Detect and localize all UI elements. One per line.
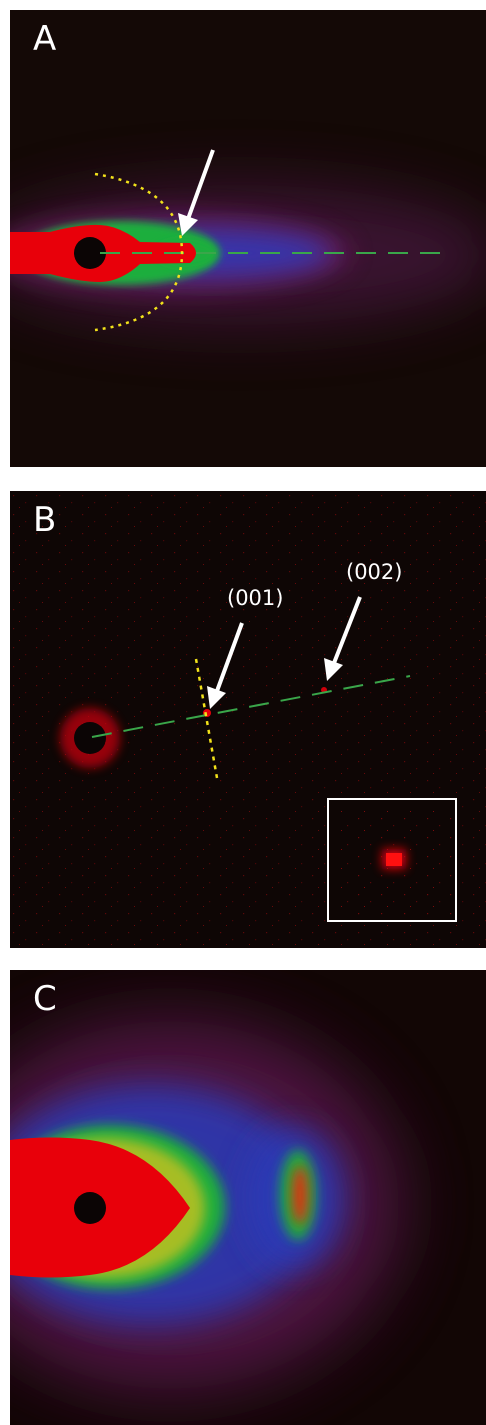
arrow-shaft bbox=[186, 149, 215, 220]
arrow-002-head bbox=[324, 658, 343, 681]
guide-arc-yellow bbox=[94, 172, 184, 332]
panel-c-pattern bbox=[10, 1020, 400, 1390]
arrow-001-head bbox=[207, 686, 226, 709]
panel-b: B (001) (002) bbox=[10, 491, 486, 948]
panel-label-b: B bbox=[33, 500, 57, 540]
panel-a: A bbox=[10, 10, 486, 467]
panel-label-a: A bbox=[33, 19, 57, 59]
reflection-core bbox=[292, 1165, 308, 1225]
panel-label-c: C bbox=[33, 979, 57, 1019]
beam-stop bbox=[74, 1192, 106, 1224]
peak-label-002: (002) bbox=[346, 560, 403, 584]
panel-a-pattern bbox=[10, 149, 486, 332]
panel-b-pattern bbox=[10, 491, 486, 948]
panel-c: C bbox=[10, 970, 486, 1425]
beam-stop bbox=[74, 722, 106, 754]
beam-stop bbox=[74, 237, 106, 269]
arrow-head bbox=[178, 213, 198, 236]
inset-peak-core bbox=[386, 853, 402, 866]
guide-line-yellow bbox=[194, 658, 219, 779]
peak-label-001: (001) bbox=[227, 586, 284, 610]
arrow-001-shaft bbox=[215, 622, 244, 692]
arrow-002-shaft bbox=[332, 596, 362, 664]
guide-line-green bbox=[91, 675, 411, 738]
